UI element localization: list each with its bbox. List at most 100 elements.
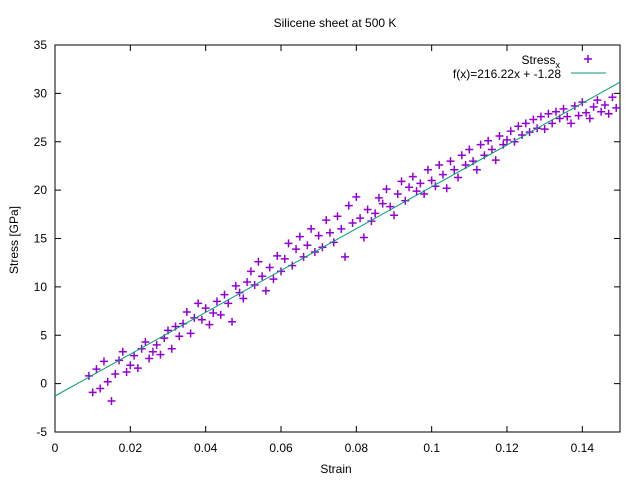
data-point [325,228,334,237]
x-tick-label: 0.1 [423,441,440,455]
legend-stress-main: Stress [521,53,555,67]
data-point [88,388,97,397]
x-axis-label: Strain [320,462,351,476]
data-point [503,135,511,144]
data-point [487,145,496,154]
data-point [491,156,500,165]
y-tick-label: 35 [34,38,48,52]
data-point [344,201,353,210]
y-tick-label: 5 [40,328,47,342]
data-point [367,217,376,226]
data-point [303,241,312,250]
data-point [405,183,414,192]
data-point [390,211,398,220]
data-point [514,122,523,131]
data-point [239,294,248,303]
y-tick-label: 10 [34,280,48,294]
data-point [243,278,252,287]
fit-series [55,81,620,397]
data-point [254,257,263,266]
data-point [465,145,474,154]
stress-series [84,93,620,406]
data-point [137,344,146,353]
data-point [341,252,350,261]
data-point [529,115,538,124]
data-point [544,109,553,118]
data-point [495,131,504,140]
data-point [186,329,195,338]
data-point [412,187,421,196]
data-point [295,232,304,241]
legend-stress-label: Stressx [521,53,560,70]
data-point [261,286,270,295]
data-point [152,340,161,349]
data-point [273,251,282,260]
data-point [322,216,331,225]
chart-title: Silicene sheet at 500 K [274,16,397,30]
x-tick-label: 0 [52,441,59,455]
data-point [216,310,225,319]
data-point [457,151,466,160]
data-point [401,196,410,205]
data-point [593,96,602,105]
data-point [277,267,285,276]
data-point [231,281,240,290]
data-point [182,308,191,317]
data-point [612,103,620,112]
data-point [563,112,572,121]
y-tick-label: 20 [34,183,48,197]
x-tick-label: 0.06 [269,441,293,455]
data-point [582,108,591,117]
legend: Stressx f(x)=216.22x + -1.28 [453,53,606,81]
data-point [197,315,206,324]
data-point [442,184,451,193]
data-point [246,267,255,276]
data-point [506,127,515,136]
data-point [423,165,432,174]
y-axis-ticks: -5 0 5 10 15 20 25 30 35 [34,38,620,439]
data-point [397,177,406,186]
data-point [476,140,485,149]
data-point [548,119,557,128]
data-point [212,297,221,306]
data-point [608,93,617,102]
data-point [600,100,609,109]
data-point [201,304,210,313]
data-point [408,172,417,181]
data-point [307,224,316,233]
x-tick-label: 0.12 [495,441,519,455]
x-tick-label: 0.14 [571,441,595,455]
legend-stress-subscript: x [556,60,561,70]
x-tick-label: 0.02 [119,441,143,455]
data-point [265,263,274,272]
data-point [96,384,105,393]
data-point [99,357,108,366]
data-point [551,107,560,116]
data-point [228,317,237,326]
y-tick-label: -5 [36,425,47,439]
data-point [371,209,380,218]
legend-stress-marker [584,55,592,63]
data-point [284,239,293,248]
data-point [224,299,233,308]
data-point [103,377,112,386]
data-point [269,275,278,284]
x-axis-ticks: 0 0.02 0.04 0.06 0.08 0.1 0.12 0.14 [52,45,595,455]
data-point [386,202,395,211]
data-point [352,192,361,201]
data-point [118,347,127,356]
data-point [133,364,142,373]
data-point [359,233,368,242]
data-point [145,354,154,363]
data-point [175,332,184,341]
data-point [205,320,214,329]
legend-fit-label: f(x)=216.22x + -1.28 [453,67,561,81]
data-point [393,189,402,198]
data-point [92,365,101,374]
y-tick-label: 30 [34,86,48,100]
y-tick-label: 25 [34,135,48,149]
y-axis-label: Stress [GPa] [7,206,21,274]
data-point [209,308,218,317]
data-point [567,119,576,128]
data-point [484,136,493,145]
